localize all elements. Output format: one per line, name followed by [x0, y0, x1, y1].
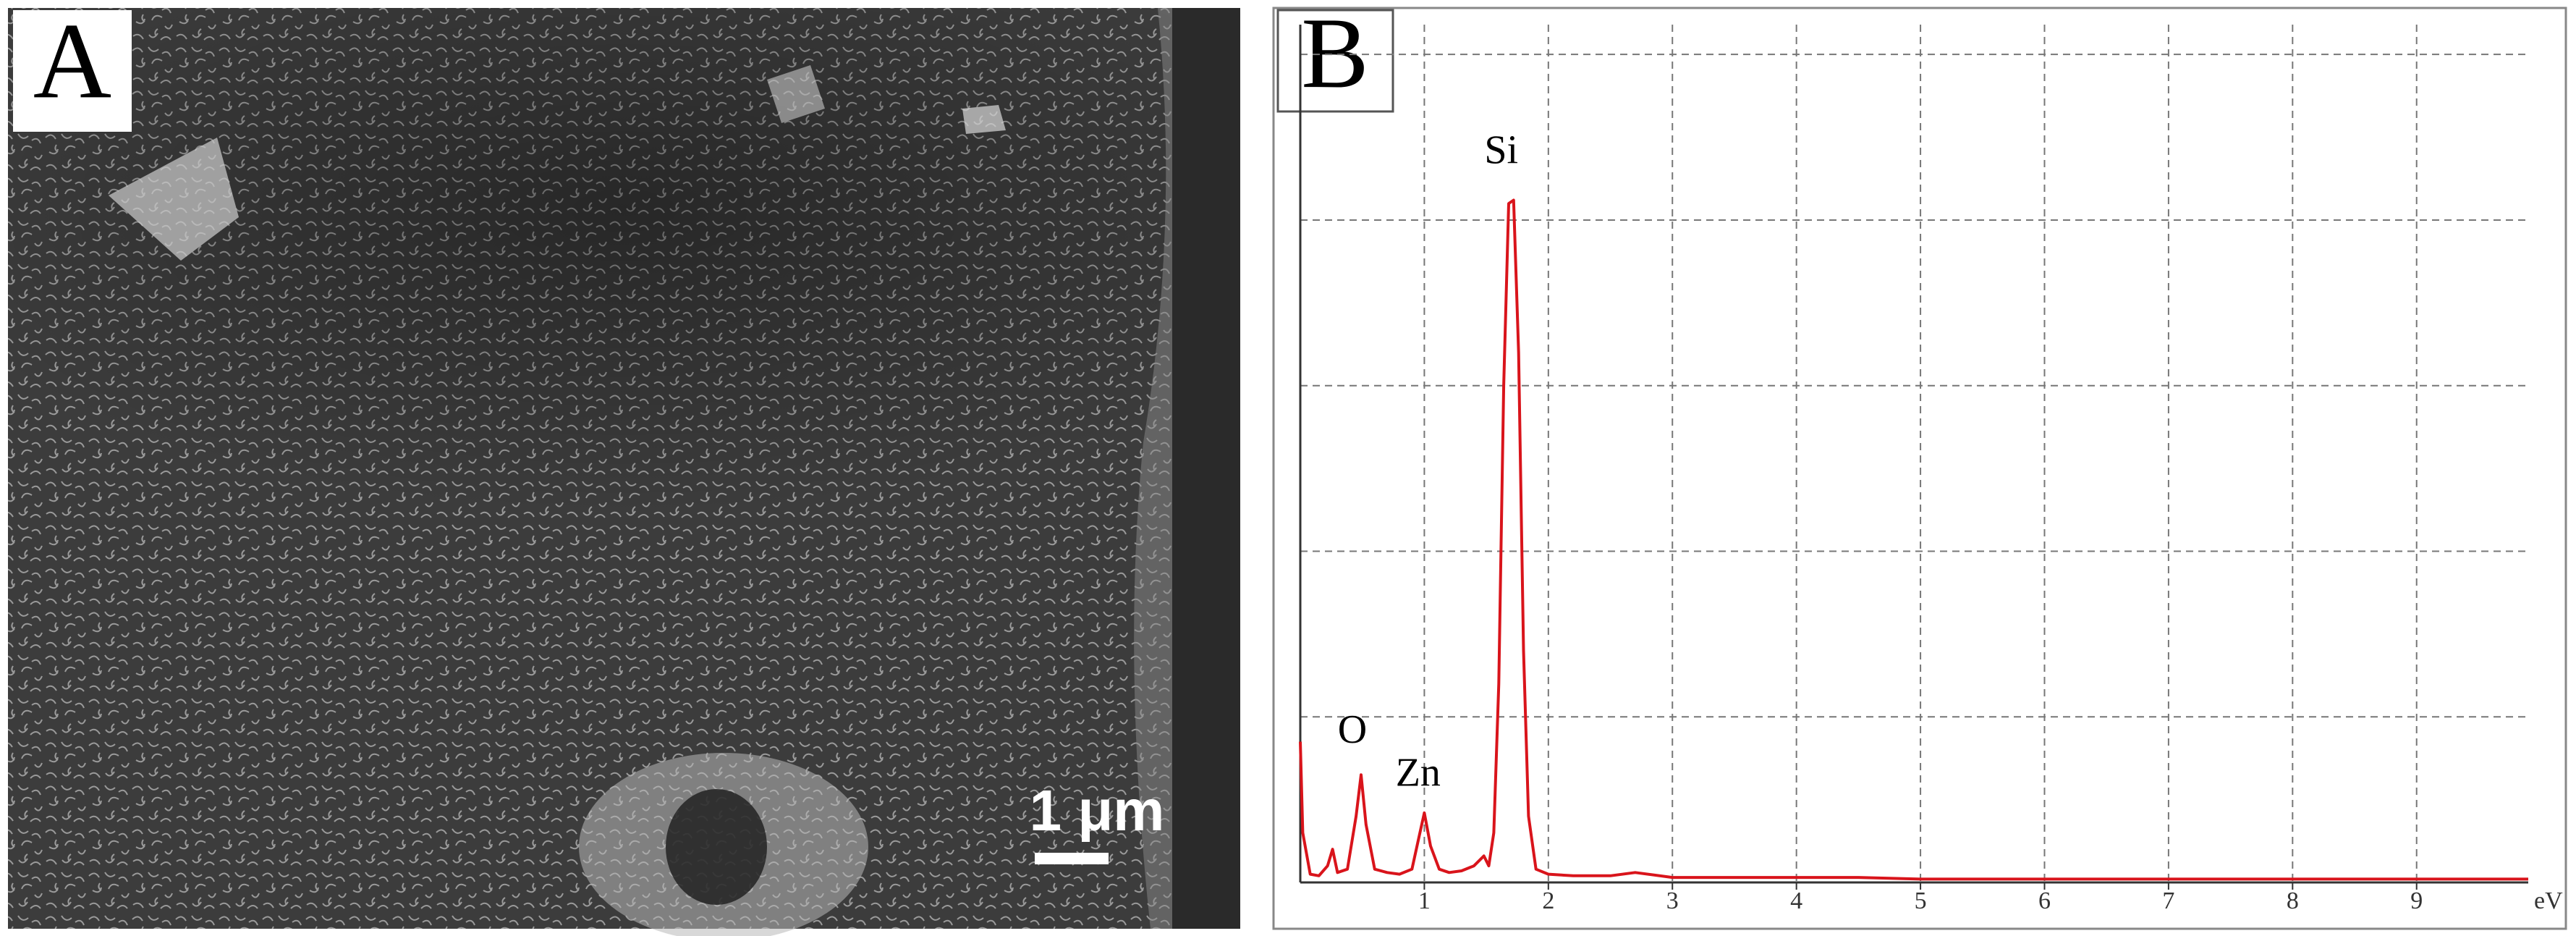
peak-label: O [1338, 707, 1367, 752]
x-unit: eV [2534, 887, 2563, 914]
peak-label: Zn [1396, 750, 1441, 795]
panel-label-box [1276, 9, 1394, 113]
x-tick-label: 1 [1418, 887, 1431, 914]
scale-bar-label: 1 μm [1030, 778, 1165, 843]
x-tick-label: 2 [1542, 887, 1554, 914]
x-tick-label: 7 [2162, 887, 2174, 914]
peak-label: Si [1484, 127, 1518, 172]
panel-label-box [13, 10, 132, 132]
x-tick-label: 8 [2287, 887, 2299, 914]
x-tick-label: 4 [1790, 887, 1802, 914]
spectrum-line [1299, 198, 2528, 881]
sem-image [8, 8, 1240, 936]
panel-label: B [1301, 0, 1368, 109]
x-tick-label: 5 [1915, 887, 1927, 914]
spectrum-frame [1272, 7, 2567, 930]
plot: 1 2 3 4 5 6 7 8 9 eV Si O Zn [1299, 25, 2563, 914]
scale-bar [1035, 853, 1109, 864]
x-tick-label: 9 [2410, 887, 2423, 914]
panel-label: A [33, 1, 111, 121]
x-tick-label: 6 [2038, 887, 2051, 914]
x-tick-label: 3 [1666, 887, 1679, 914]
